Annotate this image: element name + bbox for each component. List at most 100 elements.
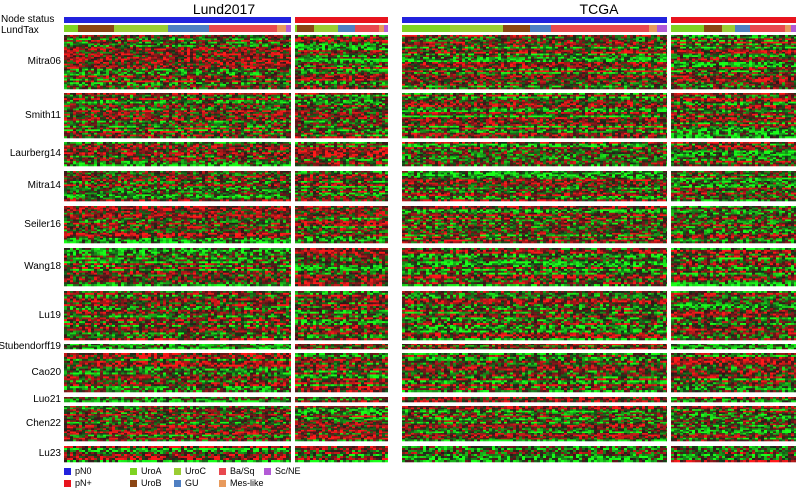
node-status-segment: [64, 17, 291, 23]
heatmap-cell: [250, 87, 253, 89]
heatmap-cell: [166, 87, 169, 89]
heatmap-cell: [94, 87, 97, 89]
heatmap-cell: [244, 93, 247, 95]
heatmap-cell: [103, 93, 106, 95]
heatmap-cell: [154, 87, 157, 89]
heatmap-cell: [214, 93, 217, 95]
heatmap-cell: [253, 93, 256, 95]
heatmap-cell: [100, 87, 103, 89]
heatmap-cell: [217, 87, 220, 89]
heatmap-cell: [274, 93, 277, 95]
heatmap-cell: [67, 95, 70, 97]
heatmap-cell: [151, 87, 154, 89]
heatmap-cell: [259, 93, 262, 95]
heatmap-cell: [163, 87, 166, 89]
heatmap-cell: [94, 93, 97, 95]
heatmap-cell: [250, 93, 253, 95]
heatmap-cell: [124, 93, 127, 95]
heatmap-cell: [238, 87, 241, 89]
heatmap-cell: [151, 93, 154, 95]
heatmap-cell: [106, 93, 109, 95]
heatmap-cell: [235, 87, 238, 89]
heatmap-cell: [100, 93, 103, 95]
heatmap-cell: [64, 87, 67, 89]
heatmap-cell: [175, 93, 178, 95]
heatmap-cell: [220, 87, 223, 89]
heatmap-cell: [187, 93, 190, 95]
heatmap-cell: [241, 93, 244, 95]
heatmap-cell: [226, 93, 229, 95]
heatmap-cell: [196, 93, 199, 95]
heatmap-cell: [184, 87, 187, 89]
heatmap-cell: [178, 93, 181, 95]
heatmap-cell: [97, 93, 100, 95]
heatmap-cell: [112, 93, 115, 95]
heatmap-cell: [283, 93, 286, 95]
heatmap-cell: [277, 87, 280, 89]
heatmap-cell: [232, 93, 235, 95]
heatmap-cell: [208, 87, 211, 89]
heatmap-cell: [262, 87, 265, 89]
heatmap-cell: [205, 93, 208, 95]
heatmap-cell: [193, 93, 196, 95]
heatmap-cell: [91, 93, 94, 95]
heatmap-cell: [109, 87, 112, 89]
heatmap-cell: [280, 87, 283, 89]
heatmap-cell: [247, 87, 250, 89]
heatmap-cell: [112, 87, 115, 89]
heatmap-cell: [76, 93, 79, 95]
heatmap-cell: [97, 87, 100, 89]
lundtax-segment: [277, 25, 286, 32]
heatmap-cell: [175, 87, 178, 89]
lundtax-segment: [209, 25, 277, 32]
heatmap-cell: [109, 93, 112, 95]
heatmap-cell: [268, 93, 271, 95]
heatmap-cell: [253, 87, 256, 89]
heatmap-cell: [115, 87, 118, 89]
heatmap-cell: [169, 87, 172, 89]
lundtax-segment: [168, 25, 209, 32]
heatmap-cell: [70, 93, 73, 95]
heatmap-cell: [124, 87, 127, 89]
lundtax-segment: [114, 25, 168, 32]
heatmap-cell: [136, 87, 139, 89]
heatmap-cell: [64, 93, 67, 95]
heatmap-cell: [271, 87, 274, 89]
heatmap-cell: [142, 93, 145, 95]
heatmap-cell: [241, 87, 244, 89]
heatmap-cell: [142, 87, 145, 89]
heatmap-cell: [106, 87, 109, 89]
heatmap-cell: [289, 87, 291, 89]
heatmap-cell: [286, 87, 289, 89]
heatmap-cell: [217, 93, 220, 95]
heatmap-cell: [184, 93, 187, 95]
heatmap-cell: [79, 93, 82, 95]
heatmap-cell: [64, 95, 67, 97]
heatmap-cell: [121, 87, 124, 89]
heatmap-cell: [223, 93, 226, 95]
heatmap-cell: [166, 93, 169, 95]
heatmap-cell: [259, 87, 262, 89]
heatmap-cell: [121, 93, 124, 95]
heatmap-cell: [280, 93, 283, 95]
heatmap-cell: [193, 87, 196, 89]
heatmap-cell: [85, 87, 88, 89]
heatmap-cell: [103, 87, 106, 89]
heatmap-cell: [172, 87, 175, 89]
heatmap-cell: [160, 87, 163, 89]
heatmap-cell: [88, 93, 91, 95]
heatmap-cell: [256, 93, 259, 95]
heatmap-cell: [163, 93, 166, 95]
heatmap-cell: [148, 93, 151, 95]
heatmap-cell: [118, 87, 121, 89]
heatmap-cell: [172, 93, 175, 95]
heatmap-cell: [283, 87, 286, 89]
lundtax-segment: [78, 25, 114, 32]
heatmap-cell: [85, 93, 88, 95]
heatmap-cell: [148, 87, 151, 89]
heatmap-cell: [181, 87, 184, 89]
heatmap-cell: [82, 87, 85, 89]
heatmap-cell: [130, 87, 133, 89]
lundtax-segment: [286, 25, 291, 32]
